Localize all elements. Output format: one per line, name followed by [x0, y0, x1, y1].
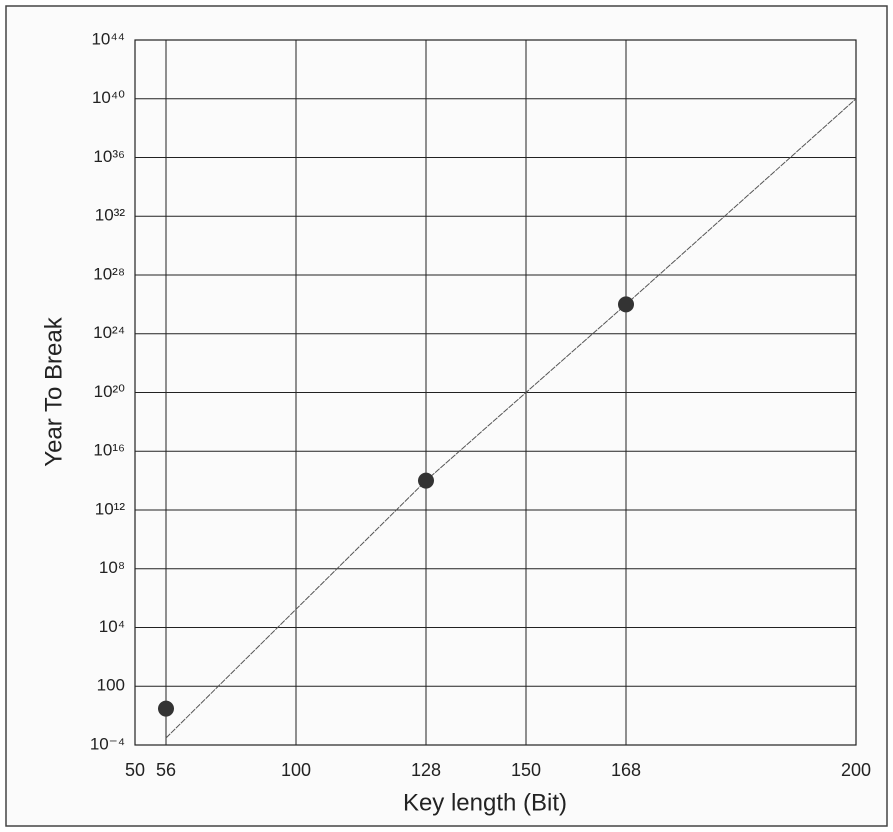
- y-tick-label: 10³⁶: [93, 147, 125, 166]
- y-tick-label: 10⁻⁴: [90, 734, 125, 753]
- x-tick-label: 150: [511, 760, 541, 780]
- x-tick-label: 200: [841, 760, 871, 780]
- x-axis-label: Key length (Bit): [403, 789, 567, 816]
- frame: [6, 6, 887, 826]
- x-tick-label: 168: [611, 760, 641, 780]
- x-tick-label: 50: [125, 760, 145, 780]
- data-point: [618, 296, 634, 312]
- x-tick-label: 128: [411, 760, 441, 780]
- x-tick-label: 56: [156, 760, 176, 780]
- y-tick-label: 10³²: [95, 206, 126, 225]
- y-tick-label: 10²⁴: [93, 323, 125, 342]
- chart: Key length (Bit) Year To Break 10⁻⁴ 100 10…: [0, 0, 893, 832]
- y-tick-label: 10¹⁶: [93, 441, 125, 460]
- x-tick-label: 100: [281, 760, 311, 780]
- y-tick-label: 10¹²: [95, 499, 126, 518]
- data-point: [418, 473, 434, 489]
- y-tick-label: 10²⁸: [93, 264, 125, 283]
- page: Key length (Bit) Year To Break 10⁻⁴ 100 10…: [0, 0, 893, 832]
- data-point: [158, 701, 174, 717]
- y-tick-label: 100: [97, 676, 125, 695]
- y-axis-label: Year To Break: [40, 316, 67, 466]
- y-tick-label: 10²⁰: [94, 382, 126, 401]
- y-tick-label: 10⁴: [99, 617, 125, 636]
- y-tick-label: 10⁸: [99, 558, 125, 577]
- y-tick-label: 10⁴⁴: [91, 29, 125, 48]
- y-tick-label: 10⁴⁰: [92, 88, 125, 107]
